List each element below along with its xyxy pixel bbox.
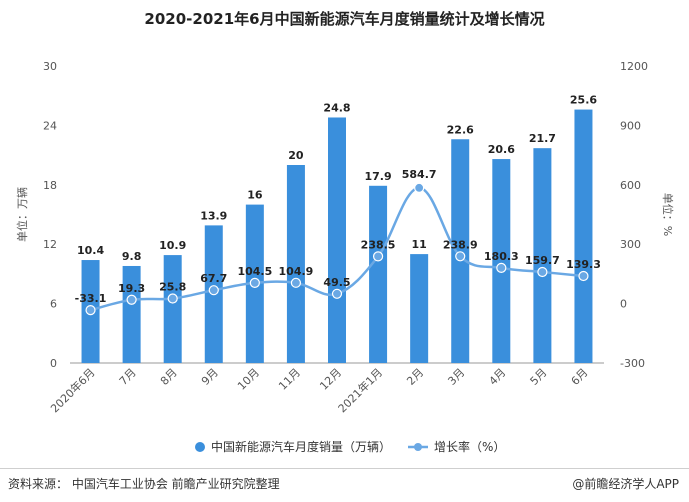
- x-tick-label-5: 11月: [276, 366, 303, 393]
- x-tick-label-2: 8月: [158, 366, 180, 388]
- legend-bar-marker: [195, 442, 205, 452]
- y-right-tick-label-2: 300: [620, 238, 641, 251]
- x-tick-label-6: 12月: [317, 366, 344, 393]
- bar-12: [574, 109, 593, 363]
- bar-6: [328, 117, 346, 363]
- brand-text: @前瞻经济学人APP: [572, 477, 679, 491]
- y-left-tick-label-5: 30: [43, 60, 57, 73]
- source-footer: 资料来源： 中国汽车工业协会 前瞻产业研究院整理 @前瞻经济学人APP: [0, 468, 689, 502]
- x-tick-label-8: 2月: [404, 366, 426, 388]
- growth-label-10: 180.3: [484, 250, 519, 263]
- growth-label-7: 238.5: [361, 238, 396, 251]
- y-right-tick-label-4: 900: [620, 119, 641, 132]
- x-tick-label-4: 10月: [235, 366, 262, 393]
- bar-9: [451, 139, 470, 363]
- y-right-tick-label-3: 600: [620, 179, 641, 192]
- y-left-tick-label-3: 18: [43, 179, 57, 192]
- growth-point-3: [208, 285, 219, 296]
- bar-label-3: 13.9: [200, 209, 227, 222]
- footer-divider: [0, 468, 689, 469]
- bar-label-5: 20: [288, 149, 304, 162]
- bar-label-6: 24.8: [323, 101, 350, 114]
- bar-label-11: 21.7: [529, 132, 556, 145]
- bar-2: [163, 255, 182, 363]
- growth-label-2: 25.8: [159, 280, 186, 293]
- growth-label-8: 584.7: [402, 168, 437, 181]
- bar-label-12: 25.6: [570, 94, 597, 107]
- x-tick-label-9: 3月: [445, 366, 467, 388]
- growth-point-4: [249, 277, 260, 289]
- chart-title: 2020-2021年6月中国新能源汽车月度销量统计及增长情况: [144, 10, 545, 28]
- growth-label-11: 159.7: [525, 254, 560, 267]
- x-tick-label-1: 7月: [117, 366, 139, 388]
- bar-label-4: 16: [247, 189, 263, 202]
- x-tick-label-0: 2020年6月: [47, 365, 97, 415]
- y-left-tick-label-2: 12: [43, 238, 57, 251]
- bar-7: [369, 185, 388, 363]
- x-tick-label-11: 5月: [528, 366, 550, 388]
- bar-label-8: 11: [411, 238, 426, 251]
- bar-label-1: 9.8: [122, 250, 142, 263]
- x-tick-label-3: 9月: [199, 366, 221, 388]
- y-right-tick-label-5: 1200: [620, 60, 648, 73]
- bar-11: [533, 148, 552, 363]
- growth-point-7: [372, 251, 384, 262]
- growth-point-6: [331, 288, 343, 299]
- growth-label-12: 139.3: [566, 258, 601, 271]
- legend-line-dot: [414, 443, 422, 451]
- x-tick-label-7: 2021年1月: [335, 365, 385, 415]
- growth-point-8: [414, 182, 425, 193]
- bar-1: [122, 265, 141, 363]
- bar-label-2: 10.9: [159, 239, 186, 252]
- growth-point-5: [290, 277, 302, 288]
- legend-line-label: 增长率（%）: [434, 439, 505, 454]
- growth-point-1: [126, 294, 137, 305]
- growth-point-0: [85, 305, 96, 316]
- y-left-tick-label-4: 24: [43, 119, 57, 132]
- y-left-tick-label-0: 0: [50, 357, 57, 370]
- bar-label-7: 17.9: [365, 170, 392, 183]
- growth-label-1: 19.3: [118, 282, 145, 295]
- chart-plot: 0 6 12 18 24 30 -300 0 300 600 900 1200 单位：万辆 单位：% 10.…: [15, 60, 675, 454]
- bar-label-10: 20.6: [488, 143, 515, 156]
- growth-point-11: [537, 266, 548, 278]
- x-tick-label-12: 6月: [569, 366, 591, 388]
- growth-point-12: [578, 270, 589, 282]
- source-text: 资料来源： 中国汽车工业协会 前瞻产业研究院整理: [8, 477, 280, 491]
- y-right-tick-label-1: 0: [620, 298, 627, 311]
- growth-point-2: [167, 293, 178, 304]
- growth-label-3: 67.7: [200, 272, 227, 285]
- y-left-tick-label-1: 6: [50, 298, 57, 311]
- bar-label-9: 22.6: [447, 123, 474, 136]
- growth-point-9: [455, 251, 466, 262]
- y-right-axis-title: 单位：%: [661, 193, 675, 236]
- bar-8: [410, 254, 429, 363]
- growth-label-5: 104.9: [279, 265, 314, 278]
- growth-label-6: 49.5: [323, 276, 350, 289]
- bar-10: [492, 159, 511, 363]
- bar-label-0: 10.4: [77, 244, 104, 257]
- bar-5: [286, 165, 305, 363]
- x-tick-label-10: 4月: [487, 366, 509, 388]
- y-right-tick-label-0: -300: [620, 357, 645, 370]
- growth-label-9: 238.9: [443, 238, 478, 251]
- legend-bar-label: 中国新能源汽车月度销量（万辆）: [211, 439, 391, 454]
- y-left-axis-title: 单位：万辆: [15, 187, 29, 242]
- growth-label-0: -33.1: [75, 292, 107, 305]
- growth-label-4: 104.5: [237, 265, 272, 278]
- growth-point-10: [496, 262, 507, 274]
